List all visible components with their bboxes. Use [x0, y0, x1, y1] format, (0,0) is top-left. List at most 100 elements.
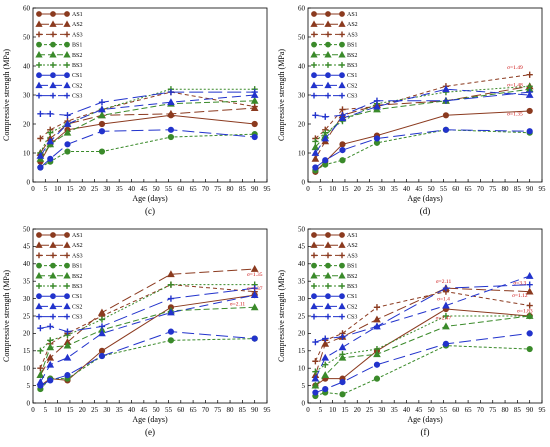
data-point [311, 148, 320, 156]
series-cs3 [312, 281, 533, 346]
legend-label: CS2 [72, 304, 82, 310]
legend-label: BS1 [347, 43, 357, 49]
y-tick-label: 0 [27, 399, 31, 407]
y-tick-label: 30 [23, 295, 31, 303]
data-point [37, 325, 44, 332]
legend-item: AS1 [311, 11, 358, 18]
data-point [373, 350, 381, 358]
y-tick-label: 60 [298, 4, 306, 12]
data-point [251, 103, 258, 110]
legend-label: AS2 [347, 22, 358, 28]
data-point [167, 88, 175, 96]
legend-marker [50, 252, 56, 259]
legend-label: AS2 [347, 243, 358, 249]
legend-marker [64, 11, 70, 17]
sigma-annotation: σ=2.11 [230, 302, 246, 308]
panel-label: (f) [421, 427, 430, 437]
x-tick-label: 5 [319, 185, 323, 193]
x-tick-label: 65 [465, 185, 473, 193]
data-point [339, 333, 346, 340]
data-point [526, 302, 533, 309]
x-tick-label: 0 [306, 185, 310, 193]
x-tick-label: 65 [465, 406, 473, 414]
legend-marker [325, 72, 331, 79]
data-point [442, 285, 450, 292]
data-point [98, 329, 106, 337]
x-tick-label: 0 [306, 406, 310, 414]
legend-marker [36, 11, 42, 17]
data-point [339, 157, 346, 164]
data-point [339, 351, 346, 358]
y-tick-label: 45 [298, 243, 306, 251]
x-tick-label: 55 [165, 406, 173, 414]
series-line [315, 315, 530, 373]
legend-marker [64, 92, 70, 99]
series-cs1 [312, 330, 533, 396]
legend: AS1 AS2 AS3 BS1 BS2 BS3 CS1 CS2 CS3 [35, 11, 83, 100]
x-tick-label: 70 [202, 406, 210, 414]
data-point [442, 85, 450, 93]
legend-marker [63, 81, 71, 89]
legend-item: CS1 [36, 293, 82, 300]
legend-marker [50, 293, 56, 300]
legend-label: BS3 [72, 63, 82, 69]
data-point [36, 371, 45, 379]
data-point [373, 375, 381, 382]
legend-marker [339, 92, 345, 99]
data-point [526, 128, 533, 135]
legend-marker [64, 72, 70, 79]
data-point [373, 304, 381, 311]
x-tick-label: 70 [202, 185, 210, 193]
legend-marker [338, 20, 346, 27]
legend-marker [325, 232, 331, 238]
legend-item: AS2 [310, 20, 358, 28]
data-point [251, 335, 258, 342]
sigma-annotation: σ=1.49 [507, 65, 523, 71]
x-tick-label: 75 [489, 406, 497, 414]
legend-item: BS1 [36, 262, 82, 270]
data-point [373, 135, 381, 142]
legend-label: BS3 [347, 284, 357, 290]
legend-label: AS1 [347, 12, 358, 18]
data-point [46, 343, 55, 351]
x-tick-label: 40 [403, 185, 411, 193]
data-point [46, 137, 55, 145]
y-tick-label: 25 [23, 312, 31, 320]
legend-item: BS1 [311, 41, 357, 49]
data-point [167, 337, 175, 344]
y-tick-label: 45 [23, 243, 31, 251]
x-tick-label: 55 [165, 185, 173, 193]
x-tick-label: 10 [54, 185, 62, 193]
y-tick-label: 30 [298, 295, 306, 303]
data-point [339, 379, 346, 386]
data-point [338, 343, 347, 351]
data-point [311, 374, 320, 382]
series-line [39, 94, 255, 157]
data-point [312, 138, 319, 145]
series-line [314, 275, 530, 379]
x-tick-label: 95 [539, 185, 547, 193]
data-point [526, 107, 533, 115]
legend-marker [311, 262, 317, 269]
x-tick-label: 0 [31, 185, 35, 193]
legend-marker [311, 31, 317, 38]
legend-label: AS2 [72, 243, 83, 249]
x-tick-label: 5 [44, 406, 48, 414]
data-point [37, 110, 44, 117]
x-tick-label: 45 [140, 406, 148, 414]
x-tick-label: 30 [103, 185, 111, 193]
legend-marker [50, 31, 56, 38]
legend-marker [324, 302, 332, 310]
x-tick-label: 60 [177, 406, 185, 414]
legend-label: AS3 [72, 32, 83, 38]
legend-marker [63, 302, 71, 310]
x-tick-label: 70 [477, 406, 485, 414]
y-tick-label: 40 [23, 62, 31, 70]
series-cs1 [37, 126, 258, 171]
y-tick-label: 50 [298, 33, 306, 41]
legend-marker [325, 41, 331, 48]
x-tick-label: 20 [354, 406, 362, 414]
legend-marker [325, 62, 331, 68]
panel-label: (d) [420, 206, 431, 216]
panel-d: 0 10 20 30 40 50 60 0 5 10 15 20 25 30 35 40 45 50 55 60 65 7… [277, 4, 546, 216]
